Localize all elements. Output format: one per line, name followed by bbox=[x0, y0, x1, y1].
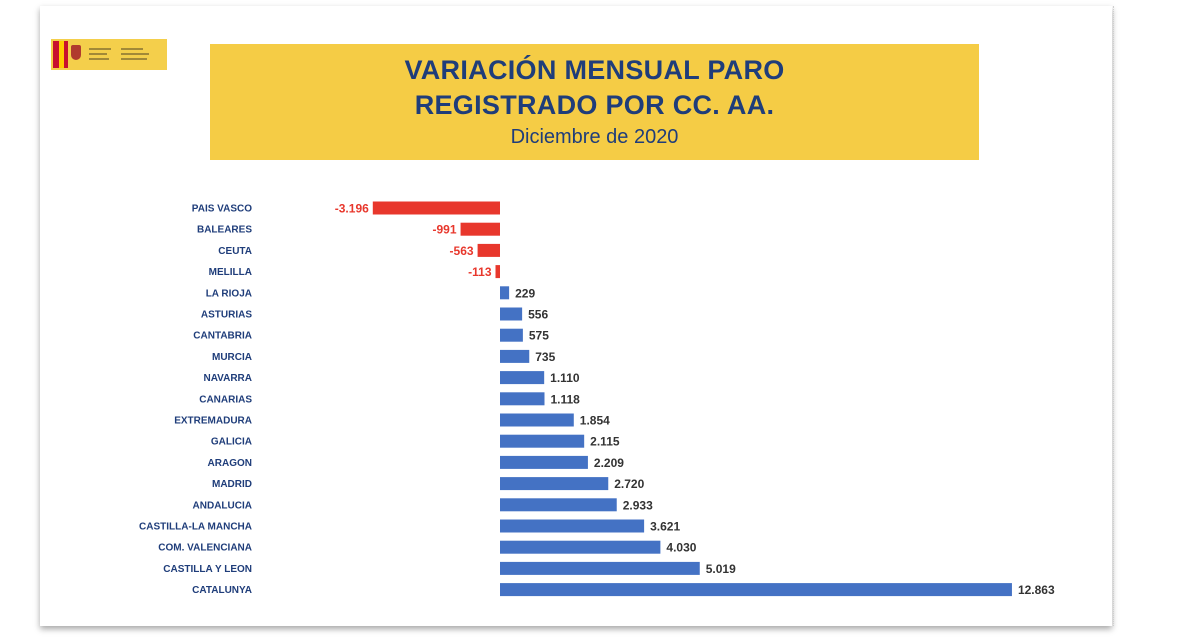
bar bbox=[500, 328, 523, 342]
page-divider bbox=[1113, 6, 1114, 626]
bar bbox=[500, 413, 574, 427]
title-banner: VARIACIÓN MENSUAL PARO REGISTRADO POR CC… bbox=[210, 44, 979, 160]
value-label: 1.118 bbox=[550, 392, 580, 406]
category-label: NAVARRA bbox=[203, 373, 252, 384]
value-label: 2.720 bbox=[614, 477, 644, 491]
category-label: ARAGON bbox=[208, 458, 252, 469]
bar bbox=[500, 307, 523, 321]
coat-of-arms-icon bbox=[71, 45, 81, 60]
logo-text-line bbox=[121, 58, 147, 60]
category-label: CEUTA bbox=[218, 246, 252, 257]
bar bbox=[500, 540, 661, 554]
value-label: 1.854 bbox=[580, 414, 610, 428]
logo-text-line bbox=[89, 58, 109, 60]
category-label: BALEARES bbox=[197, 225, 252, 236]
value-label: 2.115 bbox=[590, 435, 620, 449]
bar bbox=[500, 583, 1012, 597]
category-label: GALICIA bbox=[211, 437, 252, 448]
bar bbox=[500, 455, 588, 469]
bar bbox=[500, 286, 510, 300]
value-label: 3.621 bbox=[650, 520, 680, 534]
value-label: 229 bbox=[515, 286, 535, 300]
value-label: 5.019 bbox=[706, 562, 736, 576]
bar bbox=[500, 371, 545, 385]
bar bbox=[500, 349, 530, 363]
chart-title-line-1: VARIACIÓN MENSUAL PARO bbox=[404, 55, 785, 85]
logo-text-line bbox=[89, 53, 107, 55]
category-label: CASTILLA Y LEON bbox=[163, 564, 252, 575]
value-label: 1.110 bbox=[550, 371, 580, 385]
flag-stripe-red bbox=[53, 41, 59, 68]
value-label: 556 bbox=[528, 308, 548, 322]
bar bbox=[500, 561, 700, 575]
category-label: CANTABRIA bbox=[193, 331, 252, 342]
value-label: 2.933 bbox=[623, 498, 653, 512]
category-label: COM. VALENCIANA bbox=[158, 543, 252, 554]
bar bbox=[500, 434, 585, 448]
category-label: CATALUNYA bbox=[192, 585, 252, 596]
government-logo bbox=[51, 39, 167, 70]
category-label: LA RIOJA bbox=[206, 288, 252, 299]
category-label: CASTILLA-LA MANCHA bbox=[139, 522, 252, 533]
category-label: MELILLA bbox=[209, 267, 252, 278]
chart-subtitle: Diciembre de 2020 bbox=[510, 126, 679, 148]
bar bbox=[500, 477, 609, 491]
bar bbox=[495, 265, 500, 279]
value-label: 12.863 bbox=[1018, 583, 1055, 597]
value-label: 735 bbox=[535, 350, 555, 364]
bar bbox=[372, 201, 500, 215]
category-label: PAIS VASCO bbox=[192, 204, 252, 215]
bar bbox=[477, 243, 500, 257]
logo-text-line bbox=[121, 53, 149, 55]
logo-text-line bbox=[121, 48, 143, 50]
value-label: 2.209 bbox=[594, 456, 624, 470]
value-label: -113 bbox=[468, 265, 492, 279]
category-label: MADRID bbox=[212, 479, 252, 490]
category-label: ASTURIAS bbox=[201, 310, 252, 321]
category-label: MURCIA bbox=[212, 352, 252, 363]
flag-stripe-yellow bbox=[59, 41, 64, 68]
bar bbox=[500, 498, 617, 512]
value-label: -3.196 bbox=[335, 202, 369, 216]
category-label: EXTREMADURA bbox=[174, 416, 252, 427]
category-label: CANARIAS bbox=[199, 394, 252, 405]
bar bbox=[500, 392, 545, 406]
value-label: -991 bbox=[433, 223, 457, 237]
category-label: ANDALUCIA bbox=[193, 500, 252, 511]
logo-text-line bbox=[89, 48, 111, 50]
bar bbox=[460, 222, 500, 236]
chart-title-line-2: REGISTRADO POR CC. AA. bbox=[414, 90, 775, 120]
value-label: -563 bbox=[450, 244, 474, 258]
flag-stripe-red-2 bbox=[64, 41, 68, 68]
value-label: 4.030 bbox=[666, 541, 696, 555]
bar bbox=[500, 519, 645, 533]
value-label: 575 bbox=[529, 329, 549, 343]
